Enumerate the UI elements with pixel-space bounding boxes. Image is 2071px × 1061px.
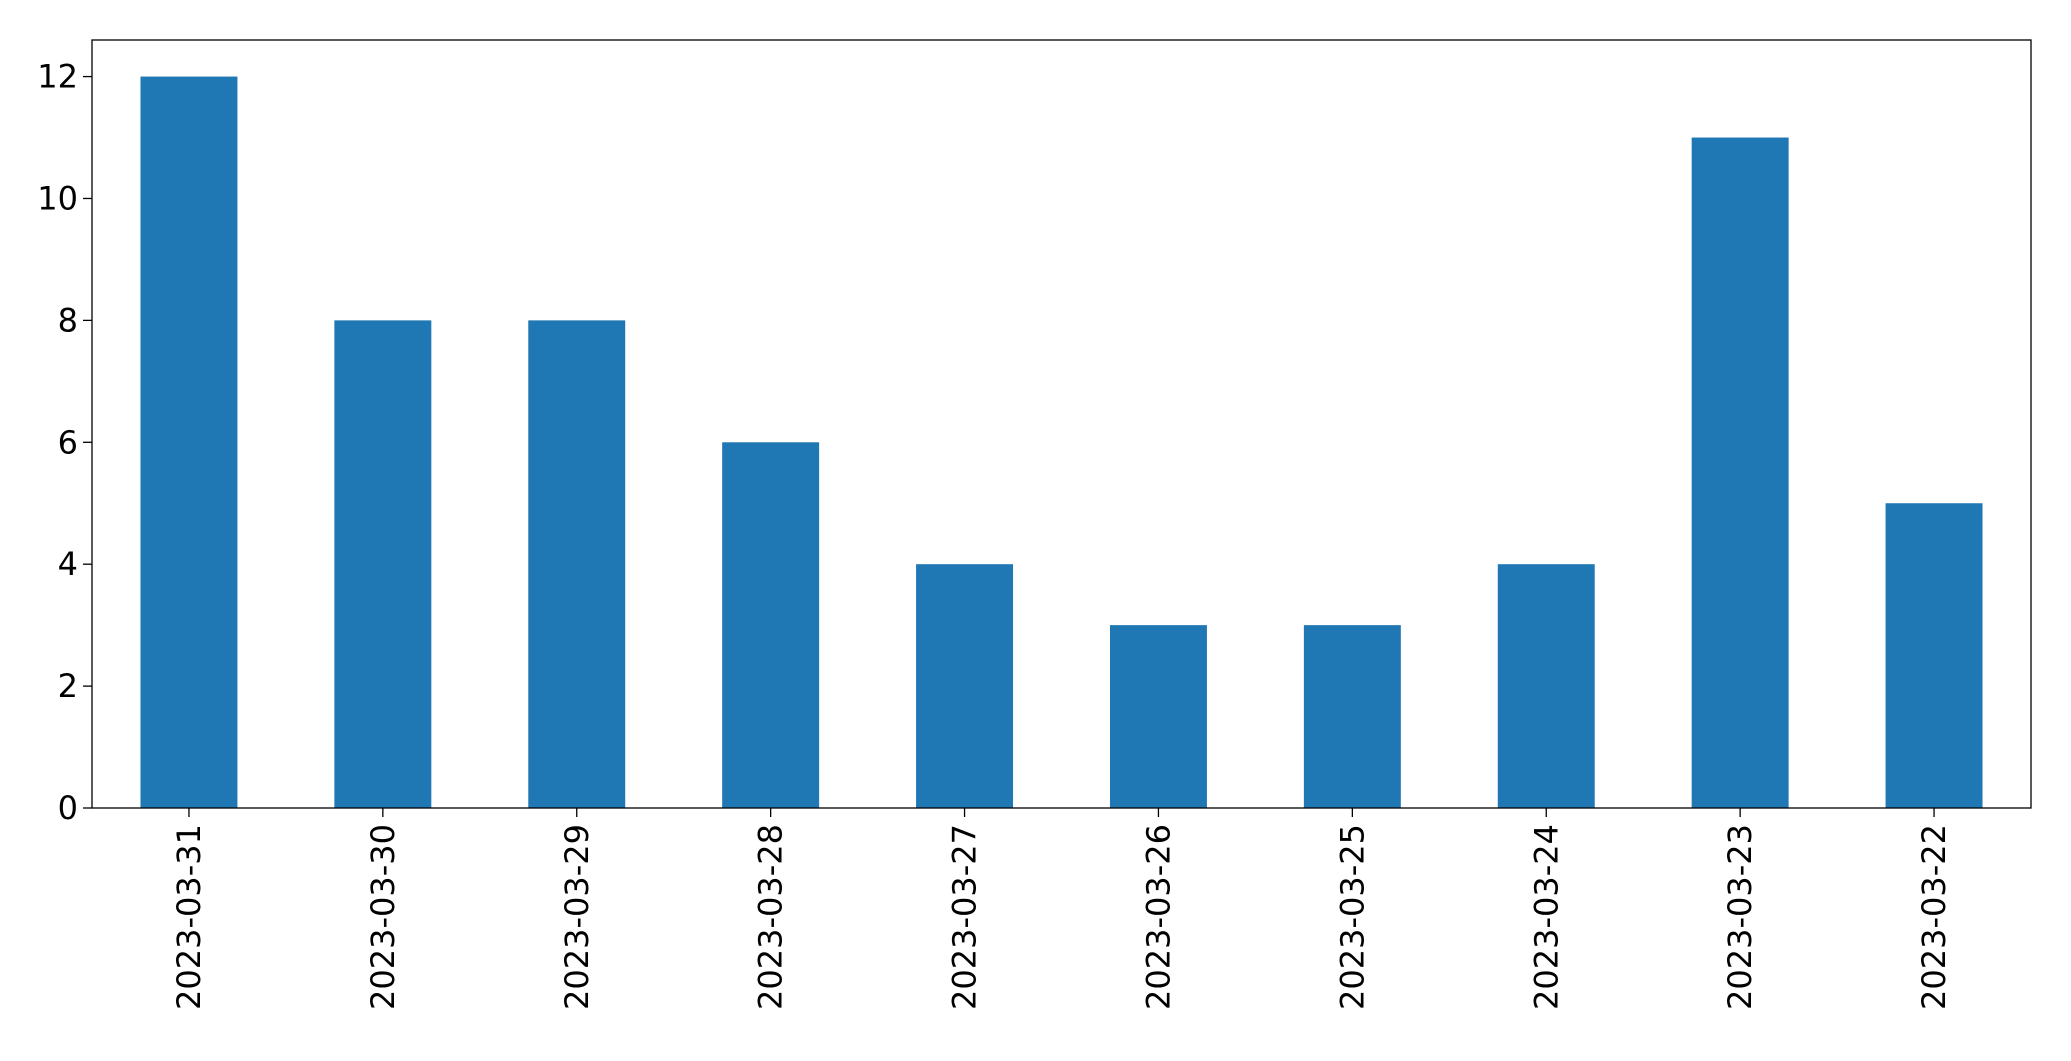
bar — [1497, 564, 1595, 808]
x-tick-label: 2023-03-26 — [1139, 824, 1177, 1010]
bar — [1691, 137, 1789, 808]
x-tick-label: 2023-03-27 — [946, 824, 984, 1010]
y-tick-label: 0 — [58, 789, 78, 827]
y-tick-label: 8 — [58, 301, 78, 339]
y-tick-label: 6 — [58, 423, 78, 461]
y-tick-label: 2 — [58, 667, 78, 705]
x-tick-label: 2023-03-29 — [558, 824, 596, 1010]
x-tick-label: 2023-03-28 — [752, 824, 790, 1010]
bar — [1885, 503, 1983, 808]
bar — [140, 76, 238, 809]
bar — [334, 320, 432, 808]
bar — [722, 442, 820, 808]
bar — [916, 564, 1014, 808]
x-tick-label: 2023-03-31 — [170, 824, 208, 1010]
bar — [528, 320, 626, 808]
y-tick-label: 4 — [58, 545, 78, 583]
x-tick-label: 2023-03-30 — [364, 824, 402, 1010]
y-tick-label: 12 — [37, 58, 78, 96]
x-tick-label: 2023-03-24 — [1527, 824, 1565, 1010]
axes-frame — [91, 39, 2032, 809]
bar — [1303, 625, 1401, 808]
y-tick-label: 10 — [37, 179, 78, 217]
x-tick-label: 2023-03-22 — [1915, 824, 1953, 1010]
x-tick-label: 2023-03-25 — [1333, 824, 1371, 1010]
x-tick-label: 2023-03-23 — [1721, 824, 1759, 1010]
bar — [1109, 625, 1207, 808]
